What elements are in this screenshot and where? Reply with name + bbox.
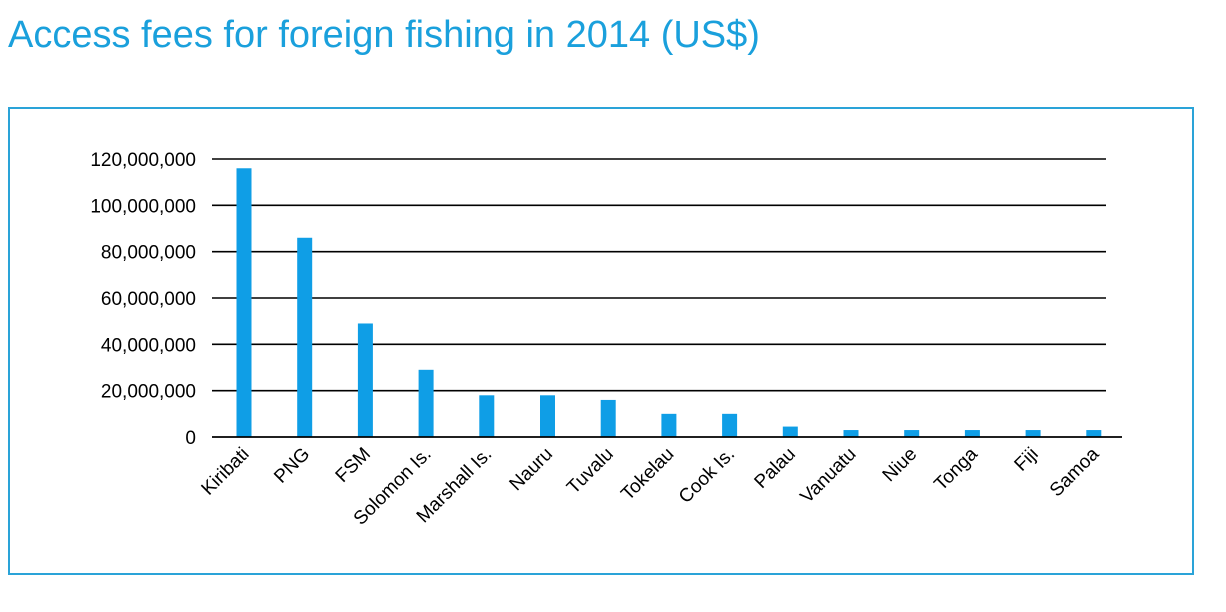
x-tick-label: Vanuatu [797,444,861,508]
y-tick-label: 100,000,000 [90,196,196,217]
y-tick-label: 80,000,000 [101,243,196,264]
x-tick-label: PNG [270,444,314,488]
bar-marshall-is [479,395,495,437]
x-tick-label: Cook Is. [675,444,739,508]
y-tick-label: 60,000,000 [101,289,196,310]
x-tick-label: Tonga [930,443,982,495]
y-tick-label: 20,000,000 [101,382,196,403]
x-tick-label: Tuvalu [563,444,618,499]
bar-cook-is [722,413,738,437]
x-tick-label: Kiribati [198,444,254,500]
y-tick-label: 40,000,000 [101,335,196,356]
x-tick-label: Fiji [1011,444,1043,476]
bar-samoa [1086,430,1102,437]
bar-tokelau [661,413,677,437]
bar-tuvalu [600,399,616,437]
chart-frame [8,107,1194,575]
x-tick-label: Niue [879,444,921,486]
bar-solomon-is [418,369,434,437]
bar-png [297,237,313,437]
x-tick-label: Nauru [506,444,557,495]
bar-vanuatu [843,430,859,437]
bar-niue [904,430,920,437]
y-tick-labels: 0 20,000,000 40,000,000 60,000,000 80,000,00… [90,150,196,449]
chart-title: Access fees for foreign fishing in 2014 … [8,14,760,56]
bar-fiji [1025,430,1041,437]
gridlines [212,158,1106,392]
y-tick-label: 0 [185,428,196,449]
y-tick-label: 120,000,000 [90,150,196,171]
bar-tonga [964,430,980,437]
bar-palau [782,426,798,437]
bar-kiribati [236,168,252,437]
x-tick-label: Palau [751,444,800,493]
bars [236,168,1102,437]
x-tick-label: Samoa [1046,443,1104,501]
x-tick-label: Tokelau [617,444,678,505]
bar-fsm [357,323,373,437]
bar-nauru [540,395,555,437]
x-tick-label: FSM [332,444,375,487]
